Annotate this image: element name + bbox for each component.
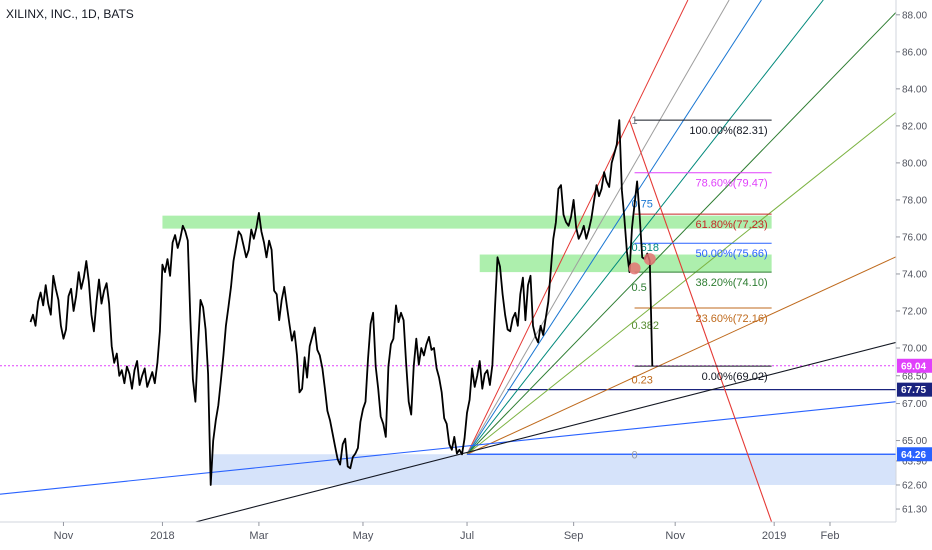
y-tick-label-10: 78.00 [902,195,927,206]
fan-line-6 [466,256,896,455]
x-tick-label-7: 2019 [762,530,786,542]
fib-level-label-6: 0.00%(69.02) [702,371,768,383]
y-tick-label-0: 61.30 [902,505,927,516]
y-axis: 61.30 62.60 63.90 65.00 67.00 68.50 70.00 72.00… [895,0,932,522]
fib-level-label-5: 23.60%(72.16) [695,313,767,325]
x-tick-label-1: 2018 [150,530,174,542]
y-tick-label-15: 88.00 [902,10,927,21]
trend-line-1 [195,341,896,522]
fib-level-label-4: 38.20%(74.10) [695,277,767,289]
chart-title: XILINX, INC., 1D, BATS [6,7,134,21]
price-tag-2: 64.26 [897,447,932,462]
fan-line-0 [466,0,689,455]
y-tick-label-1: 62.60 [902,480,927,491]
zone-2 [210,454,896,485]
x-axis: Nov 2018 Mar May Jul Sep Nov 2019 Feb [0,521,896,542]
fan-label-0: 1 [631,115,637,127]
fan-label-4: 0.5 [631,282,646,294]
zone-1 [479,254,772,273]
trend-line-0 [0,401,896,495]
fan-line-3 [466,0,824,455]
y-tick-label-7: 72.00 [902,306,927,317]
y-tick-label-14: 86.00 [902,47,927,58]
y-tick-label-5: 68.50 [902,371,927,382]
fan-label-6: 0.23 [631,374,652,386]
price-tag-label-2: 64.26 [901,450,926,461]
fan-label-5: 0.382 [631,320,659,332]
trend-line-2 [628,119,773,522]
price-marker-0 [628,262,641,275]
x-tick-label-4: Jul [460,530,474,542]
fib-level-label-0: 100.00%(82.31) [689,125,767,137]
y-tick-label-3: 65.00 [902,436,927,447]
fib-level-label-2: 61.80%(77.23) [695,219,767,231]
x-tick-label-3: May [353,530,374,542]
price-tag-bg-1 [897,382,932,397]
fan-line-5 [466,111,896,455]
y-tick-label-6: 70.00 [902,344,927,355]
price-tag-1: 67.75 [897,382,932,397]
fan-label-3: 0.618 [631,242,659,254]
price-marker-1 [643,253,656,266]
fib-level-label-1: 78.60%(79.47) [695,178,767,190]
x-tick-label-8: Feb [821,530,840,542]
zone-0 [162,215,772,229]
fan-line-2 [466,0,762,455]
fan-line-1 [466,0,730,455]
y-tick-label-13: 84.00 [902,84,927,95]
y-tick-label-9: 76.00 [902,232,927,243]
y-tick-label-12: 82.00 [902,121,927,132]
y-tick-label-8: 74.00 [902,269,927,280]
price-tag-label-1: 67.75 [901,385,926,396]
price-tag-0: 69.04 [897,358,932,373]
y-tick-label-2: 63.90 [902,456,927,467]
price-tag-bg-0 [897,358,932,373]
fan-label-7: 0 [631,449,637,461]
x-tick-label-5: Sep [564,530,584,542]
x-tick-label-6: Nov [665,530,685,542]
plot-area: 1 0.75 0.618 0.5 0.382 0.23 0 100.00%(82.31) 78.… [0,0,896,522]
y-tick-label-11: 80.00 [902,158,927,169]
fan-line-4 [466,11,896,455]
y-tick-label-4: 67.00 [902,399,927,410]
x-tick-label-2: Mar [249,530,268,542]
fan-label-2: 0.75 [631,199,652,211]
x-tick-label-0: Nov [54,530,74,542]
price-line [29,119,654,486]
price-tag-label-0: 69.04 [901,361,926,372]
fib-level-label-3: 50.00%(75.66) [695,248,767,260]
price-tag-bg-2 [897,447,932,462]
